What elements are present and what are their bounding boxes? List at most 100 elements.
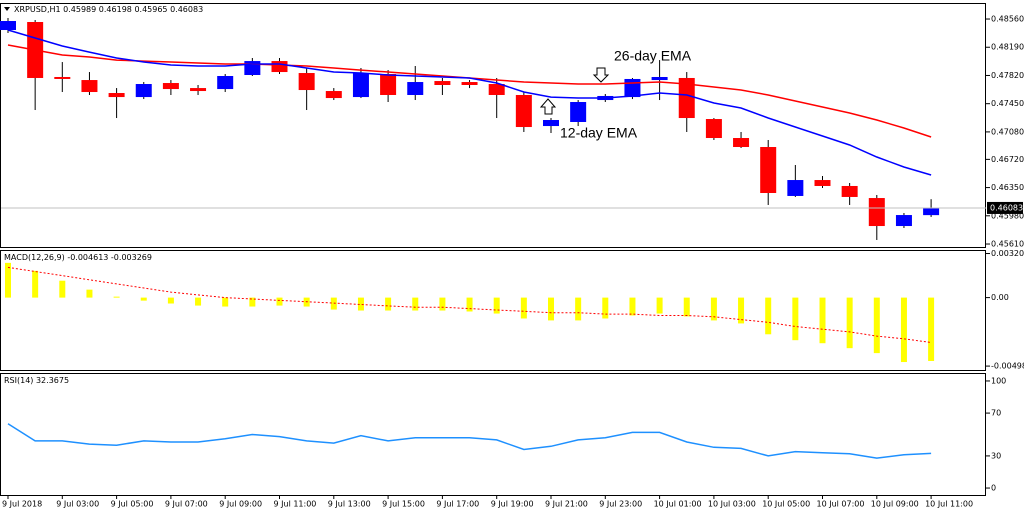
candle-body	[190, 88, 207, 92]
macd-bar	[32, 270, 39, 298]
macd-bar	[249, 297, 256, 307]
candle-body	[895, 215, 912, 227]
x-tick-label: 10 Jul 09:00	[871, 500, 919, 509]
y-tick-label: 0.47450	[991, 99, 1024, 108]
x-tick-label: 10 Jul 05:00	[762, 500, 810, 509]
x-tick-label: 9 Jul 09:00	[219, 500, 262, 509]
x-tick-label: 9 Jul 21:00	[545, 500, 588, 509]
rsi-line	[7, 423, 932, 459]
candle-body	[570, 102, 587, 122]
candle-body	[733, 138, 750, 148]
macd-bar	[548, 297, 554, 321]
last-price-box	[987, 201, 1023, 214]
x-tick-label: 9 Jul 13:00	[328, 500, 371, 509]
candle-body	[434, 81, 451, 85]
macd-bar	[357, 297, 364, 311]
candle-body	[298, 73, 315, 91]
y-tick-label: 0.45980	[991, 211, 1024, 220]
y-tick-label: 0.46350	[991, 183, 1024, 192]
macd-title: MACD(12,26,9)	[4, 253, 65, 262]
y-tick-label: 100	[991, 376, 1006, 385]
macd-bar	[900, 297, 907, 363]
y-tick-label: 30	[991, 451, 1001, 460]
x-tick-label: 9 Jul 17:00	[436, 500, 479, 509]
y-tick-label: 0.47080	[991, 127, 1024, 136]
candle-body	[325, 91, 342, 99]
x-tick-label: 9 Jul 15:00	[382, 500, 425, 509]
candle-body	[108, 93, 125, 98]
price-panel	[0, 3, 986, 248]
ema12-arrow	[539, 98, 557, 115]
y-tick-label: -0.004985	[991, 362, 1024, 371]
macd-bar	[113, 296, 120, 298]
y-tick-label: 0.48560	[991, 15, 1024, 24]
macd-bar	[5, 262, 11, 298]
macd-bar	[765, 297, 772, 335]
macd-value: -0.004613	[67, 253, 108, 262]
macd-bar	[86, 289, 93, 298]
macd-bar	[493, 297, 500, 314]
macd-bar	[738, 297, 745, 324]
ema-line	[7, 29, 932, 176]
macd-bar	[140, 297, 147, 301]
x-tick-label: 9 Jul 03:00	[56, 500, 99, 509]
candle-body	[787, 180, 804, 196]
x-tick-label: 9 Jul 07:00	[165, 500, 208, 509]
ema26-label: 26-day EMA	[614, 48, 692, 64]
candle-body	[868, 198, 885, 227]
x-tick-label: 10 Jul 01:00	[654, 500, 702, 509]
macd-bar	[819, 297, 826, 344]
y-tick-label: 0	[991, 484, 996, 493]
candle-body	[651, 76, 668, 81]
macd-bar	[575, 297, 582, 321]
x-tick-label: 9 Jul 11:00	[274, 500, 317, 509]
macd-bar	[792, 297, 799, 341]
candle-body	[515, 94, 532, 128]
candle-body	[705, 119, 722, 139]
candle-body	[54, 76, 71, 79]
macd-bar	[602, 297, 609, 319]
candle-body	[814, 180, 831, 186]
signal-line	[7, 266, 932, 343]
x-tick-label: 10 Jul 07:00	[817, 500, 865, 509]
candle-body	[0, 21, 16, 31]
macd-bar	[629, 297, 636, 316]
macd-bar	[439, 297, 446, 311]
price-header: XRPUSD,H1 0.45989 0.46198 0.45965 0.4608…	[14, 5, 203, 14]
rsi-title: RSI(14)	[4, 376, 33, 385]
candle-body	[217, 76, 234, 90]
y-tick-label: 70	[991, 409, 1001, 418]
rsi-header: RSI(14) 32.3675	[4, 376, 69, 385]
rsi-panel	[0, 373, 986, 496]
last-price-label: 0.46083	[990, 203, 1023, 212]
symbol: XRPUSD,H1	[14, 5, 61, 14]
y-tick-label: 0.46720	[991, 155, 1024, 164]
candle-body	[81, 80, 98, 93]
macd-bar	[846, 297, 853, 349]
macd-bar	[710, 297, 717, 321]
open-value: 0.45989	[63, 5, 96, 14]
macd-bar	[222, 297, 229, 307]
candle-body	[923, 207, 940, 216]
x-tick-label: 9 Jul 05:00	[111, 500, 154, 509]
macd-bar	[412, 297, 419, 311]
macd-bar	[59, 280, 66, 298]
macd-bar	[928, 297, 935, 361]
y-tick-label: 0.003209	[991, 249, 1024, 258]
candle-body	[271, 61, 288, 73]
macd-bar	[656, 297, 663, 314]
macd-bar	[873, 297, 880, 354]
candle-body	[678, 77, 695, 119]
candle-body	[461, 82, 478, 85]
y-tick-label: 0.47820	[991, 71, 1024, 80]
candle-body	[352, 73, 369, 98]
macd-bar	[683, 297, 690, 317]
macd-bar	[167, 297, 174, 304]
macd-bar	[520, 297, 527, 319]
candle-body	[407, 82, 424, 95]
ema26-arrow	[592, 67, 610, 83]
x-tick-label: 9 Jul 23:00	[599, 500, 642, 509]
y-tick-label: 0.48190	[991, 43, 1024, 52]
y-tick-label: 0.45610	[991, 240, 1024, 249]
